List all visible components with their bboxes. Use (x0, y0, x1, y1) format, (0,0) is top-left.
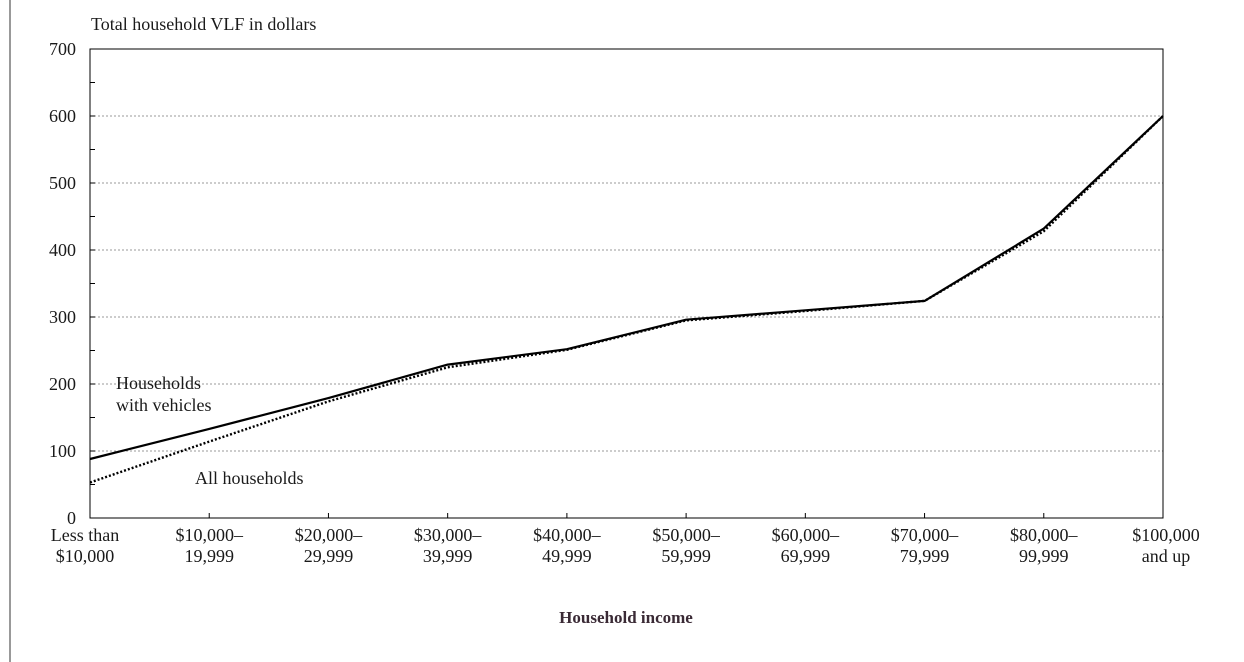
y-axis: 0 100 200 300 400 500 600 700 (49, 39, 95, 528)
y-tick-label: 300 (49, 307, 76, 327)
y-tick-label: 100 (49, 441, 76, 461)
y-tick-label: 200 (49, 374, 76, 394)
y-tick-label: 700 (49, 39, 76, 59)
series-line-all-households (89, 115, 1164, 484)
x-tick-label: Less than $10,000 (51, 525, 119, 566)
annotation-households-with-vehicles: Households with vehicles (116, 373, 211, 415)
series-lines (89, 115, 1164, 484)
gridlines (90, 115, 1163, 452)
x-tick-label: $50,000– 59,999 (652, 525, 721, 566)
x-tick-label: $10,000– 19,999 (175, 525, 244, 566)
annotation-all-households: All households (195, 468, 304, 488)
x-tick-label: $80,000– 99,999 (1010, 525, 1079, 566)
x-tick-label: $60,000– 69,999 (772, 525, 841, 566)
y-axis-label: Total household VLF in dollars (91, 14, 316, 34)
y-tick-label: 500 (49, 173, 76, 193)
y-tick-label: 0 (67, 508, 76, 528)
x-tick-label: $100,000 and up (1132, 525, 1200, 566)
y-tick-label: 400 (49, 240, 76, 260)
plot-frame (89, 48, 1164, 519)
x-tick-label: $70,000– 79,999 (891, 525, 960, 566)
x-tick-label: $20,000– 29,999 (295, 525, 364, 566)
x-axis: Less than $10,000 $10,000– 19,999 $20,000– 29… (51, 513, 1200, 566)
series-line-households-with-vehicles (89, 115, 1164, 461)
x-tick-label: $30,000– 39,999 (414, 525, 483, 566)
y-tick-label: 600 (49, 106, 76, 126)
x-tick-label: $40,000– 49,999 (533, 525, 602, 566)
x-axis-label: Household income (559, 608, 693, 627)
